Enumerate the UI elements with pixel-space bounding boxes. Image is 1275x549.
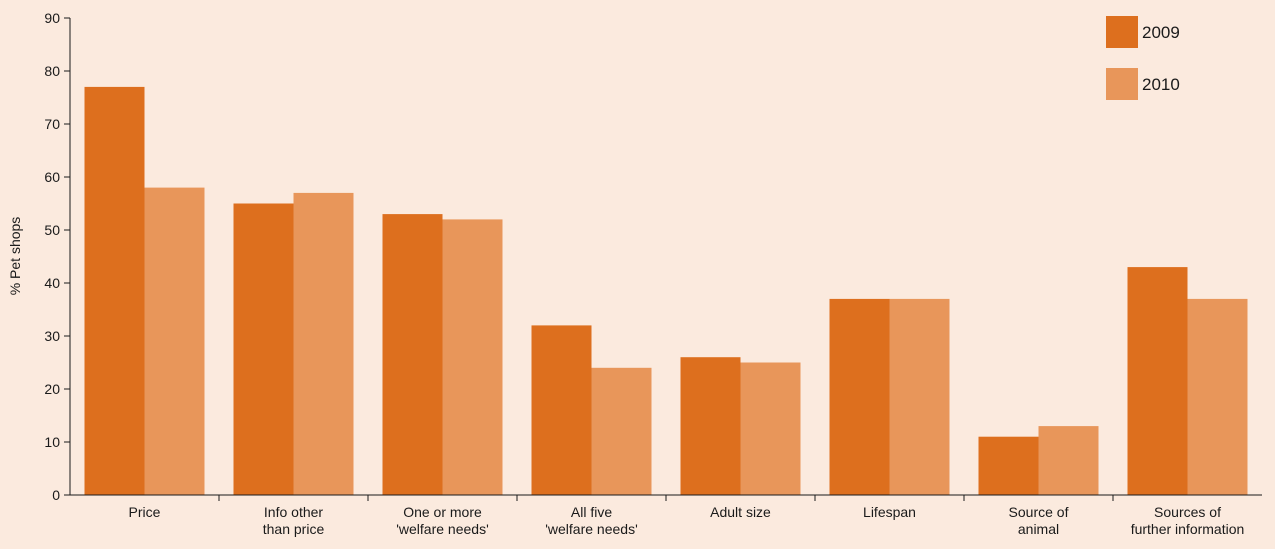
x-tick-label: Info other than price <box>263 504 325 537</box>
x-tick-label: Adult size <box>710 504 771 520</box>
x-axis-labels: Price Info other than price One or more'wel… <box>129 495 1245 537</box>
legend-label-2010: 2010 <box>1142 75 1180 94</box>
y-tick-label: 50 <box>44 222 60 238</box>
y-axis-title: % Pet shops <box>7 217 23 296</box>
bar-2010-1 <box>293 192 354 495</box>
bars <box>84 86 1248 496</box>
legend-swatch-2010 <box>1106 68 1138 100</box>
x-tick-label: Sources of further information <box>1131 504 1245 537</box>
bar-2009-6 <box>978 436 1039 495</box>
bar-2010-2 <box>442 219 503 495</box>
bar-2009-0 <box>84 86 145 496</box>
x-tick-label: All five'welfare needs' <box>545 504 638 537</box>
bar-2009-5 <box>829 298 890 495</box>
legend-label-2009: 2009 <box>1142 23 1180 42</box>
y-tick-label: 60 <box>44 169 60 185</box>
bar-2009-4 <box>680 357 741 495</box>
y-tick-label: 40 <box>44 275 60 291</box>
bar-2010-5 <box>889 298 950 495</box>
y-tick-label: 20 <box>44 381 60 397</box>
bar-2010-6 <box>1038 426 1099 495</box>
legend-swatch-2009 <box>1106 16 1138 48</box>
bar-2009-1 <box>233 203 294 495</box>
bar-2009-7 <box>1127 267 1188 495</box>
y-tick-label: 0 <box>52 487 60 503</box>
x-tick-label: One or more'welfare needs' <box>396 504 489 537</box>
x-tick-label: Price <box>129 504 161 520</box>
y-axis-ticks: 0 10 20 30 40 50 60 70 80 90 <box>44 10 70 503</box>
bar-2009-2 <box>382 214 443 495</box>
bar-2010-7 <box>1187 298 1248 495</box>
bar-2010-3 <box>591 367 652 495</box>
y-tick-label: 30 <box>44 328 60 344</box>
x-tick-label: Lifespan <box>863 504 916 520</box>
y-tick-label: 70 <box>44 116 60 132</box>
y-tick-label: 80 <box>44 63 60 79</box>
legend: 2009 2010 <box>1106 16 1180 100</box>
bar-2010-0 <box>144 187 205 495</box>
y-tick-label: 10 <box>44 434 60 450</box>
bar-2009-3 <box>531 325 592 495</box>
bar-2010-4 <box>740 362 801 495</box>
x-tick-label: Source of animal <box>1009 504 1069 537</box>
y-tick-label: 90 <box>44 10 60 26</box>
